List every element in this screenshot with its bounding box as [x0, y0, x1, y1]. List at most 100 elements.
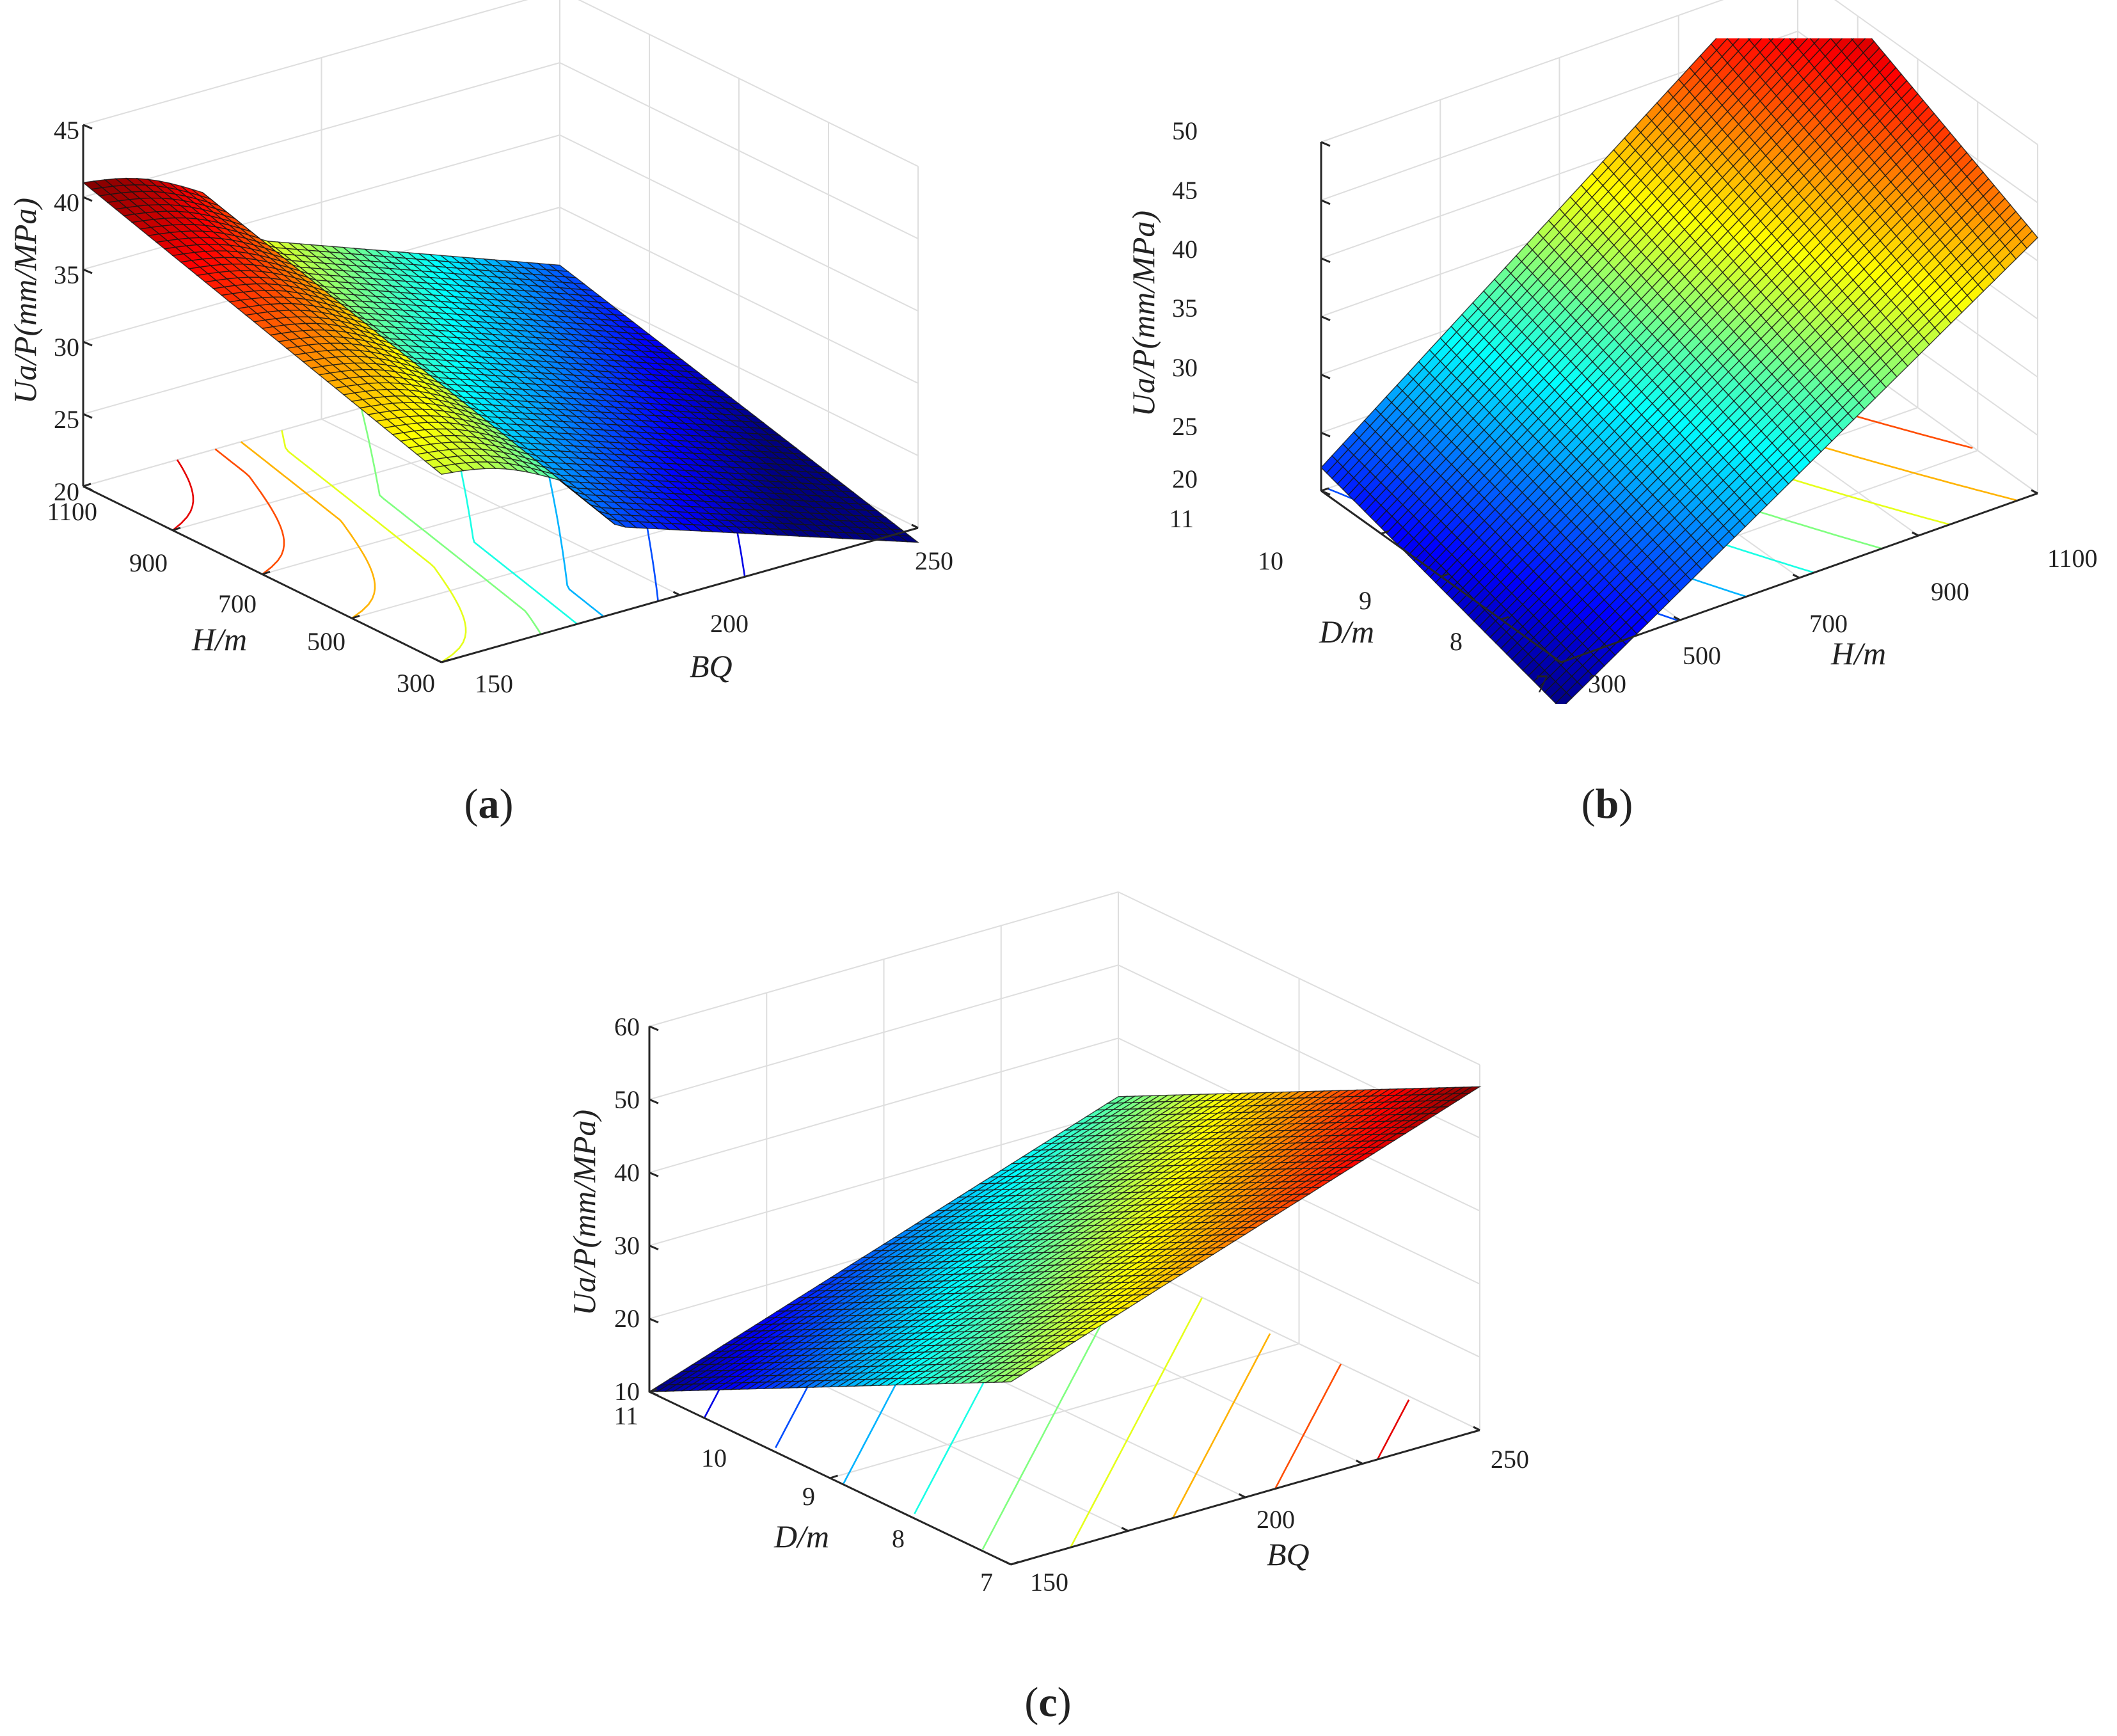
z-tick-mark	[83, 123, 93, 130]
contour-line	[172, 459, 194, 531]
z-tick-mark	[83, 196, 93, 202]
y-tick-mark	[1554, 658, 1562, 664]
surface-cell	[1754, 0, 1770, 3]
panel-b-z-tick: 40	[1172, 235, 1198, 264]
panel-a-x-tick: 900	[129, 548, 168, 577]
surface-cell	[1726, 38, 1729, 40]
contour-line	[1172, 1333, 1271, 1519]
panel-c-surface	[647, 1086, 1482, 1392]
panel-a: 45 40 35 30 25 20 1100 900 700 500 300 1…	[7, 0, 953, 827]
x-tick-mark	[1441, 573, 1449, 578]
surface-cell	[1747, 38, 1751, 41]
surface-cell	[1798, 12, 1814, 30]
panel-b-x-tick: 500	[1683, 641, 1721, 670]
panel-b-x-tick: 900	[1931, 577, 1969, 606]
y-tick-mark	[1792, 573, 1800, 579]
panel-b-label: (b)	[1582, 781, 1633, 827]
contour-line	[1376, 1399, 1410, 1460]
panel-a-x-tick: 500	[307, 627, 345, 656]
surface-cell	[1850, 38, 1855, 41]
surface-cell	[1820, 14, 1836, 32]
panel-b-y-tick: 7	[1535, 669, 1548, 698]
surface-cell	[1798, 0, 1814, 6]
z-tick-mark	[83, 340, 93, 347]
panel-b-y-tick: 9	[1359, 586, 1372, 615]
contour-line	[281, 430, 467, 664]
panel-a-z-tick: 20	[54, 477, 79, 506]
x-tick-mark	[441, 658, 450, 664]
panel-a-z-label: Ua/P(mm/MPa)	[7, 198, 43, 404]
panel-b-x-label: H/m	[1830, 635, 1886, 671]
panel-a-z-tick: 45	[54, 116, 79, 145]
z-tick-mark	[1320, 431, 1331, 438]
contour-line	[214, 448, 285, 575]
z-tick-mark	[1320, 199, 1331, 205]
contour-line	[240, 441, 376, 619]
surface-cell	[1814, 7, 1831, 25]
panel-b-z-tick: 30	[1172, 353, 1198, 382]
y-tick-mark	[911, 523, 919, 529]
panel-a-z-tick: 40	[54, 188, 79, 217]
panel-b-y-label: D/m	[1319, 614, 1374, 649]
panel-b-x-tick: 700	[1809, 609, 1848, 638]
x-tick-mark	[83, 482, 91, 488]
panel-b-z-tick: 35	[1172, 294, 1198, 323]
x-tick-mark	[1560, 658, 1569, 664]
panel-a-z-tick: 30	[54, 333, 79, 362]
panel-b-z-label: Ua/P(mm/MPa)	[1125, 211, 1161, 417]
panel-a-x-label: H/m	[191, 621, 247, 657]
panel-b-x-tick: 1100	[2047, 544, 2098, 573]
panel-a-y-label: BQ	[690, 648, 733, 684]
surface-cell	[1804, 0, 1820, 12]
x-tick-mark	[172, 527, 181, 532]
y-tick-mark	[2031, 489, 2038, 495]
panel-b-surface	[1320, 0, 2038, 704]
contour-line	[1274, 1364, 1342, 1490]
panel-a-label: (a)	[464, 781, 514, 827]
surface-cell	[1841, 15, 1858, 33]
surface-cell	[432, 465, 454, 475]
x-tick-mark	[262, 571, 271, 575]
z-tick-mark	[1320, 490, 1331, 496]
z-tick-mark	[1320, 257, 1331, 264]
x-tick-mark	[1320, 487, 1329, 492]
surface-cell	[1776, 0, 1792, 4]
panel-b-y-tick: 10	[1258, 546, 1283, 575]
panel-c: 60 50 40 30 20 10 11 10 9 8 7 150 200 25…	[566, 891, 1529, 1726]
y-tick-mark	[1673, 616, 1681, 621]
grid-line	[321, 418, 680, 596]
x-tick-mark	[1500, 616, 1509, 621]
panel-b-z-tick: 20	[1172, 465, 1198, 493]
surface-cell	[1782, 0, 1798, 11]
contour-line	[360, 408, 542, 635]
z-tick-mark	[83, 268, 93, 275]
panel-b-axes	[1320, 141, 2038, 664]
panel-a-y-tick: 250	[915, 546, 953, 575]
y-tick-mark	[1912, 531, 1919, 537]
panel-a-x-tick: 300	[397, 669, 435, 697]
surface-cell	[1830, 38, 1832, 39]
surface-cell	[1732, 9, 1749, 27]
surface-cell	[1814, 0, 1830, 1]
surface-cell	[1738, 15, 1755, 33]
surface-cell	[1555, 692, 1573, 704]
panel-a-x-tick: 700	[218, 589, 257, 618]
surface-cell	[1836, 9, 1852, 27]
panel-b-z-tick: 25	[1172, 412, 1198, 441]
surface-cell	[1789, 38, 1797, 43]
surface-cell	[1776, 11, 1792, 29]
z-tick-mark	[1320, 315, 1331, 321]
surface-cell	[1820, 0, 1836, 7]
panel-b-z-tick: 50	[1172, 116, 1198, 145]
surface-cell	[1754, 10, 1770, 28]
surface-cell	[1787, 0, 1804, 17]
panel-a-z-tick: 25	[54, 405, 79, 434]
surface-cell	[1765, 0, 1782, 16]
z-tick-mark	[1320, 141, 1331, 147]
surface-cell	[1782, 17, 1798, 35]
z-tick-mark	[83, 485, 93, 491]
surface-cell	[1830, 2, 1846, 20]
panel-a-surface	[82, 177, 920, 543]
contour-line	[1070, 1297, 1203, 1548]
panel-a-axes	[82, 123, 919, 664]
